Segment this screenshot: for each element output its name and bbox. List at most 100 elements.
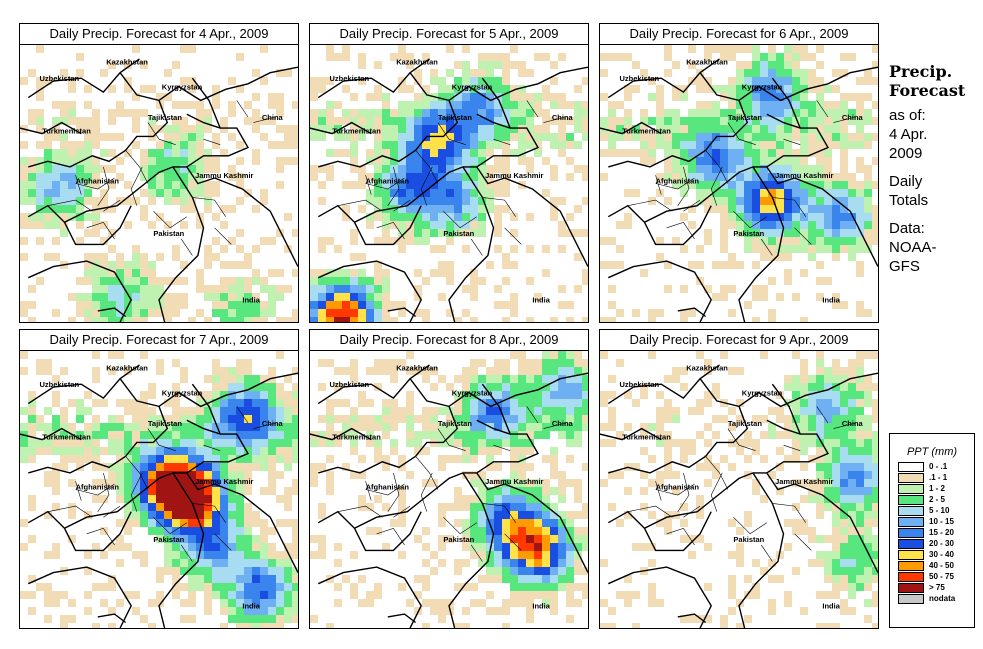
precip-cell: [832, 383, 840, 391]
precip-cell: [872, 383, 878, 391]
precip-cell: [800, 245, 808, 253]
precip-cell: [318, 109, 326, 117]
precip-cell: [558, 245, 566, 253]
precip-cell: [124, 519, 132, 527]
precip-cell: [510, 85, 518, 93]
precip-cell: [462, 495, 470, 503]
precip-cell: [566, 543, 574, 551]
precip-cell: [172, 431, 180, 439]
precip-cell: [268, 367, 276, 375]
precip-cell: [236, 575, 244, 583]
precip-cell: [196, 439, 204, 447]
province-boundary: [526, 100, 539, 118]
precip-cell: [672, 375, 680, 383]
precip-cell: [534, 383, 542, 391]
precip-cell: [260, 189, 268, 197]
precip-cell: [728, 181, 736, 189]
precip-cell: [574, 479, 582, 487]
precip-cell: [140, 391, 148, 399]
precip-cell: [172, 277, 180, 285]
precip-cell: [486, 511, 494, 519]
precip-cell: [36, 93, 44, 101]
precip-cell: [712, 261, 720, 269]
country-label-china: China: [842, 419, 864, 428]
precip-cell: [124, 503, 132, 511]
precip-cell: [390, 109, 398, 117]
precip-cell: [784, 165, 792, 173]
precip-cell: [156, 519, 164, 527]
precip-cell: [414, 431, 422, 439]
precip-cell: [872, 133, 878, 141]
precip-cell: [816, 359, 824, 367]
precip-cell: [236, 623, 244, 628]
precip-cell: [720, 415, 728, 423]
precip-cell: [510, 407, 518, 415]
precip-cell: [366, 599, 374, 607]
precip-cell: [872, 535, 878, 543]
precip-cell: [390, 189, 398, 197]
precip-cell: [872, 599, 878, 607]
precip-cell: [550, 455, 558, 463]
precip-cell: [624, 575, 632, 583]
precip-cell: [616, 309, 624, 317]
precip-cell: [728, 205, 736, 213]
precip-cell: [720, 205, 728, 213]
precip-cell: [550, 205, 558, 213]
precip-cell: [188, 591, 196, 599]
precip-cell: [832, 359, 840, 367]
precip-cell: [156, 165, 164, 173]
province-boundary: [86, 221, 115, 240]
precip-cell: [252, 317, 260, 322]
precip-cell: [518, 415, 526, 423]
precip-cell: [680, 245, 688, 253]
precip-cell: [92, 109, 100, 117]
precip-cell: [872, 77, 878, 85]
precip-cell: [148, 487, 156, 495]
province-boundary: [203, 444, 221, 451]
precip-cell: [768, 431, 776, 439]
precip-cell: [800, 391, 808, 399]
precip-cell: [292, 439, 298, 447]
precip-cell: [164, 197, 172, 205]
precip-cell: [172, 463, 180, 471]
precip-cell: [76, 293, 84, 301]
precip-cell: [534, 399, 542, 407]
precip-cell: [180, 583, 188, 591]
precip-cell: [848, 399, 856, 407]
precip-cell: [326, 431, 334, 439]
precip-cell: [366, 591, 374, 599]
precip-cell: [382, 141, 390, 149]
precip-cell: [108, 367, 116, 375]
precip-cell: [382, 503, 390, 511]
precip-cell: [342, 277, 350, 285]
precip-cell: [784, 197, 792, 205]
precip-cell: [148, 463, 156, 471]
precip-cell: [744, 575, 752, 583]
precip-cell: [688, 447, 696, 455]
precip-cell: [832, 431, 840, 439]
precip-cell: [864, 391, 872, 399]
precip-cell: [792, 133, 800, 141]
precip-cell: [656, 309, 664, 317]
precip-cell: [824, 375, 832, 383]
precip-cell: [574, 399, 582, 407]
precip-cell: [502, 599, 510, 607]
precip-cell: [204, 591, 212, 599]
precip-cell: [84, 213, 92, 221]
precip-cell: [132, 503, 140, 511]
precip-cell: [220, 301, 228, 309]
precip-cell: [704, 439, 712, 447]
precip-cell: [172, 399, 180, 407]
precip-cell: [582, 367, 588, 375]
precip-cell: [656, 133, 664, 141]
precip-cell: [36, 359, 44, 367]
precip-cell: [252, 93, 260, 101]
precip-cell: [736, 559, 744, 567]
precip-cell: [486, 463, 494, 471]
precip-cell: [116, 463, 124, 471]
precip-cell: [180, 519, 188, 527]
precip-cell: [108, 431, 116, 439]
precip-cell: [148, 269, 156, 277]
precip-cell: [204, 487, 212, 495]
precip-cell: [872, 495, 878, 503]
